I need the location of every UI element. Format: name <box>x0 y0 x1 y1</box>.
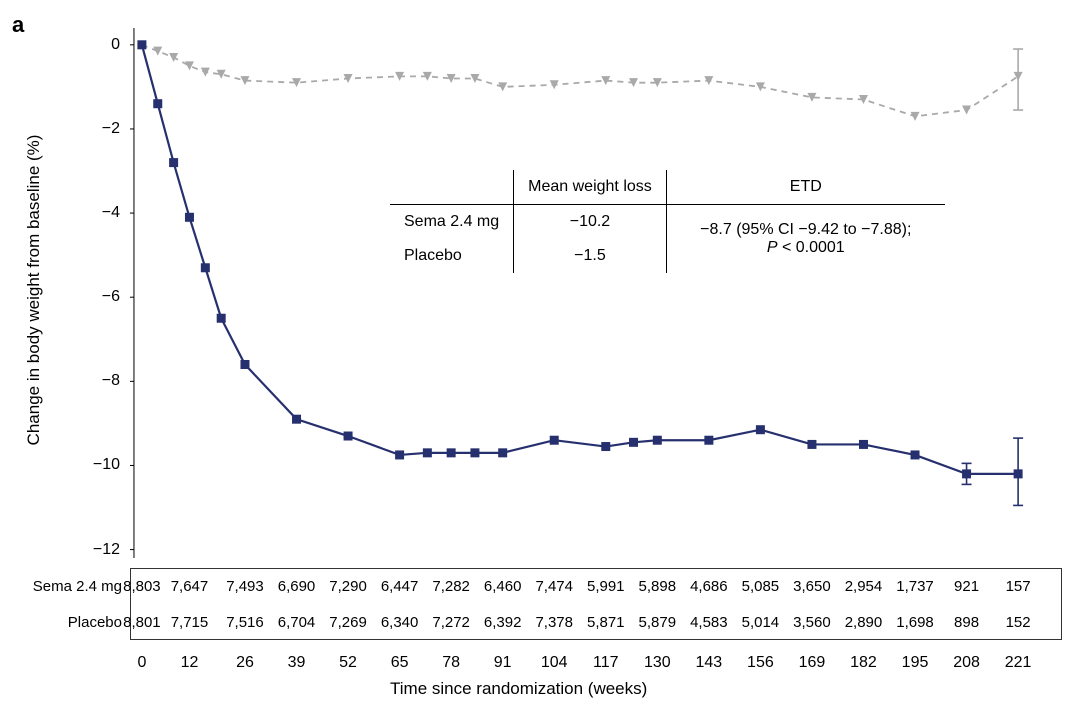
n-cell: 7,272 <box>432 614 470 631</box>
n-cell: 6,460 <box>484 578 522 595</box>
x-tick-label: 221 <box>1005 654 1032 672</box>
inset-etd-line2: P < 0.0001 <box>681 239 931 257</box>
inset-row-placebo-label: Placebo <box>390 239 514 273</box>
n-cell: 1,737 <box>896 578 934 595</box>
y-tick-label: −6 <box>72 288 120 306</box>
n-cell: 157 <box>1006 578 1031 595</box>
y-tick-label: −4 <box>72 204 120 222</box>
n-cell: 5,085 <box>742 578 780 595</box>
n-cell: 152 <box>1006 614 1031 631</box>
n-cell: 921 <box>954 578 979 595</box>
panel-label: a <box>12 12 24 38</box>
y-tick-label: −10 <box>72 456 120 474</box>
n-cell: 7,290 <box>329 578 367 595</box>
n-cell: 7,715 <box>171 614 209 631</box>
n-cell: 3,560 <box>793 614 831 631</box>
x-tick-label: 65 <box>391 654 409 672</box>
inset-etd-line1: −8.7 (95% CI −9.42 to −7.88); <box>681 221 931 239</box>
n-cell: 4,686 <box>690 578 728 595</box>
x-tick-label: 169 <box>799 654 826 672</box>
inset-stats-table: Mean weight loss ETD Sema 2.4 mg −10.2 −… <box>390 170 945 273</box>
x-tick-label: 52 <box>339 654 357 672</box>
inset-header-etd: ETD <box>666 170 945 205</box>
x-tick-label: 104 <box>541 654 568 672</box>
n-cell: 5,879 <box>639 614 677 631</box>
x-tick-label: 78 <box>442 654 460 672</box>
x-tick-label: 39 <box>288 654 306 672</box>
n-cell: 6,704 <box>278 614 316 631</box>
line-chart <box>130 28 1030 558</box>
y-tick-label: −12 <box>72 541 120 559</box>
n-row-label: Placebo <box>0 614 122 631</box>
inset-row-placebo-mean: −1.5 <box>514 239 667 273</box>
n-cell: 7,269 <box>329 614 367 631</box>
n-cell: 8,803 <box>123 578 161 595</box>
x-tick-label: 91 <box>494 654 512 672</box>
n-row-label: Sema 2.4 mg <box>0 578 122 595</box>
y-tick-label: 0 <box>72 36 120 54</box>
n-cell: 6,690 <box>278 578 316 595</box>
x-axis-label: Time since randomization (weeks) <box>390 679 647 699</box>
x-tick-label: 156 <box>747 654 774 672</box>
x-tick-label: 117 <box>593 654 619 672</box>
n-cell: 5,898 <box>639 578 677 595</box>
x-tick-label: 0 <box>137 654 146 672</box>
n-cell: 8,801 <box>123 614 161 631</box>
n-cell: 7,493 <box>226 578 264 595</box>
n-cell: 898 <box>954 614 979 631</box>
n-cell: 5,991 <box>587 578 625 595</box>
inset-header-mean: Mean weight loss <box>514 170 667 205</box>
x-tick-label: 12 <box>181 654 199 672</box>
x-tick-label: 195 <box>902 654 929 672</box>
x-tick-label: 26 <box>236 654 254 672</box>
figure-panel: a Change in body weight from baseline (%… <box>0 0 1080 706</box>
n-cell: 6,392 <box>484 614 522 631</box>
n-cell: 7,516 <box>226 614 264 631</box>
y-axis-label: Change in body weight from baseline (%) <box>24 135 44 446</box>
x-tick-label: 208 <box>953 654 980 672</box>
n-cell: 7,474 <box>535 578 573 595</box>
x-tick-label: 143 <box>695 654 722 672</box>
x-tick-label: 182 <box>850 654 877 672</box>
inset-row-sema-label: Sema 2.4 mg <box>390 205 514 240</box>
inset-header-blank <box>390 170 514 205</box>
inset-etd-cell: −8.7 (95% CI −9.42 to −7.88); P < 0.0001 <box>666 205 945 274</box>
n-cell: 6,340 <box>381 614 419 631</box>
x-tick-label: 130 <box>644 654 671 672</box>
y-tick-label: −8 <box>72 372 120 390</box>
n-cell: 5,014 <box>742 614 780 631</box>
n-cell: 4,583 <box>690 614 728 631</box>
n-cell: 7,282 <box>432 578 470 595</box>
n-cell: 5,871 <box>587 614 625 631</box>
y-tick-label: −2 <box>72 120 120 138</box>
n-cell: 3,650 <box>793 578 831 595</box>
n-cell: 2,954 <box>845 578 883 595</box>
n-cell: 7,647 <box>171 578 209 595</box>
n-cell: 6,447 <box>381 578 419 595</box>
n-cell: 7,378 <box>535 614 573 631</box>
n-cell: 1,698 <box>896 614 934 631</box>
inset-row-sema-mean: −10.2 <box>514 205 667 240</box>
n-cell: 2,890 <box>845 614 883 631</box>
